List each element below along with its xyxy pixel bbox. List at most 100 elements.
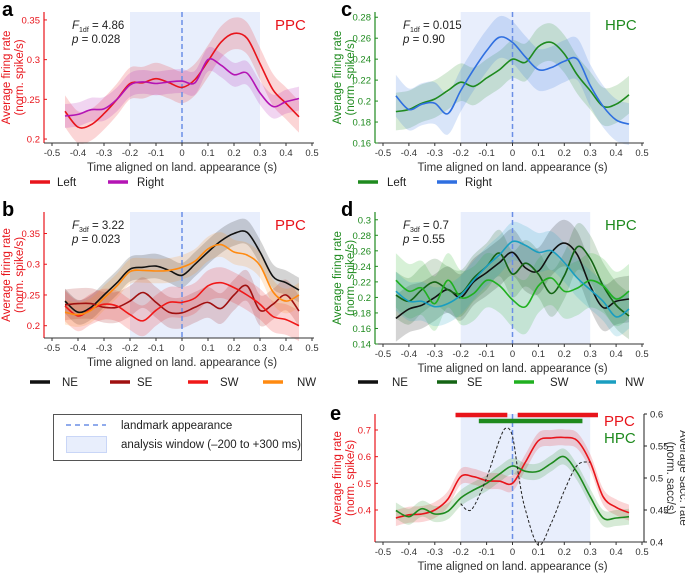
f-statistic: F3df = 0.7 [403, 220, 449, 234]
x-tick-label: -0.5 [375, 148, 391, 159]
y-tick-label: 0.6 [358, 452, 371, 463]
x-tick-label: 0.1 [532, 148, 545, 159]
x-tick-label: 0.1 [201, 343, 214, 354]
x-tick-label: 0 [179, 148, 184, 159]
band-se [65, 269, 299, 329]
band-se [395, 223, 630, 340]
x-tick-label: 0.2 [558, 148, 571, 159]
p-value: p = 0.90 [402, 34, 445, 46]
legend-label: NE [62, 377, 78, 389]
y-tick-label: 0.4 [358, 506, 371, 517]
y-tick-label: 0.5 [358, 479, 371, 490]
x-tick-label: 0.2 [558, 547, 571, 558]
band-nw [395, 221, 630, 337]
panel-d: -0.5 -0.4 -0.3 -0.2 -0.1 0 0.1 0.2 0.3 0.4 0.5 0.14… [332, 199, 649, 389]
f-statistic: F1df = 0.015 [403, 20, 462, 34]
legend-label: Right [465, 177, 493, 189]
x-tick-label: -0.1 [478, 547, 494, 558]
x-tick-label: -0.1 [148, 343, 164, 354]
panel-label: c [341, 0, 352, 21]
band-hpc [395, 448, 630, 528]
series-line-sw [64, 281, 300, 327]
x-tick-label: 0.3 [584, 148, 597, 159]
legend-label: NW [297, 377, 316, 389]
analysis-window [460, 212, 591, 344]
x-tick-label: 0.3 [584, 349, 597, 360]
p-value: p = 0.028 [71, 34, 120, 46]
panel-e: -0.5 -0.4 -0.3 -0.2 -0.1 0 0.1 0.2 0.3 0.4 0.50.40… [330, 403, 685, 573]
series-line-right [64, 58, 300, 117]
p-value: p = 0.023 [71, 234, 120, 246]
series-line-right [395, 36, 630, 125]
panel-label: b [2, 199, 14, 221]
x-tick-label: 0.4 [609, 148, 622, 159]
y2-axis-label: Average sacc. rate(norm. sacc/s) [664, 430, 685, 526]
y-tick-label: 0.16 [353, 139, 372, 150]
x-tick-label: 0.4 [279, 343, 292, 354]
y-tick-label: 0.2 [27, 135, 40, 146]
y-tick-label: 0.22 [353, 277, 372, 288]
x-tick-label: -0.2 [453, 349, 469, 360]
series-line-sw [395, 277, 630, 309]
x-tick-label: 0.4 [609, 547, 622, 558]
region-label: PPC [604, 413, 635, 430]
x-tick-label: 0.3 [253, 148, 266, 159]
y-tick-label: 0.28 [353, 231, 372, 242]
x-tick-label: 0.1 [532, 349, 545, 360]
y-tick-label: 0.28 [353, 13, 372, 24]
region-label: PPC [275, 217, 306, 234]
y-tick-label: 0.24 [353, 55, 372, 66]
x-tick-label: -0.1 [148, 148, 164, 159]
y2-tick-label: 0.5 [650, 474, 663, 485]
series-line-hpc [395, 455, 630, 521]
y2-tick-label: 0.45 [650, 506, 669, 517]
x-tick-label: 0.3 [253, 343, 266, 354]
x-tick-label: -0.3 [96, 148, 112, 159]
panel-c: -0.5 -0.4 -0.3 -0.2 -0.1 0 0.1 0.2 0.3 0.4 0.5 0.16… [332, 0, 649, 189]
x-axis-label: Time aligned on land. appearance (s) [417, 363, 607, 375]
window-legend-label: analysis window (–200 to +300 ms) [121, 439, 301, 451]
series-line-nw [395, 240, 630, 318]
y-tick-label: 0.2 [358, 293, 371, 304]
x-tick-label: -0.1 [478, 349, 494, 360]
legend-label: NE [392, 377, 408, 389]
legend-label: NW [625, 377, 644, 389]
y-tick-label: 0.22 [353, 76, 372, 87]
y-axis-label: Average firing rate(norm. spike/s) [332, 231, 357, 325]
analysis-window [130, 212, 260, 338]
landmark-legend-label: landmark appearance [121, 420, 232, 432]
x-tick-label: -0.3 [427, 148, 443, 159]
x-tick-label: -0.4 [401, 547, 417, 558]
x-axis-label: Time aligned on land. appearance (s) [87, 357, 277, 369]
y2-tick-label: 0.6 [650, 410, 663, 421]
region-label: HPC [605, 17, 637, 34]
band-right [395, 15, 630, 146]
x-tick-label: -0.2 [122, 148, 138, 159]
y-axis-label: Average firing rate(norm. spike/s) [332, 431, 357, 525]
y-tick-label: 0.14 [353, 340, 372, 351]
series-line-se [64, 284, 300, 315]
f-statistic: F1df = 4.86 [72, 20, 124, 34]
x-tick-label: 0.5 [305, 343, 318, 354]
x-tick-label: 0.4 [279, 148, 292, 159]
x-axis-label: Time aligned on land. appearance (s) [87, 162, 277, 174]
x-tick-label: -0.5 [375, 547, 391, 558]
panel-b: -0.5 -0.4 -0.3 -0.2 -0.1 0 0.1 0.2 0.3 0.4 0.5 0.2 0… [1, 199, 319, 389]
y-axis-label: Average firing rate(norm. spike/s) [1, 31, 26, 125]
region-label: PPC [275, 17, 306, 34]
series-line-left [395, 41, 630, 113]
panel-label: a [2, 0, 14, 21]
y-tick-label: 0.16 [353, 324, 372, 335]
y-axis-label: Average firing rate(norm. spike/s) [332, 31, 357, 125]
x-tick-label: -0.5 [44, 148, 60, 159]
region-label: HPC [605, 217, 637, 234]
band-ppc [395, 429, 630, 526]
x-tick-label: 0.2 [227, 343, 240, 354]
f-statistic: F3df = 3.22 [72, 220, 124, 234]
x-tick-label: 0.5 [635, 349, 648, 360]
saccade-rate-line [460, 427, 591, 546]
x-tick-label: -0.3 [96, 343, 112, 354]
analysis-window [460, 12, 591, 143]
x-tick-label: 0.5 [635, 547, 648, 558]
